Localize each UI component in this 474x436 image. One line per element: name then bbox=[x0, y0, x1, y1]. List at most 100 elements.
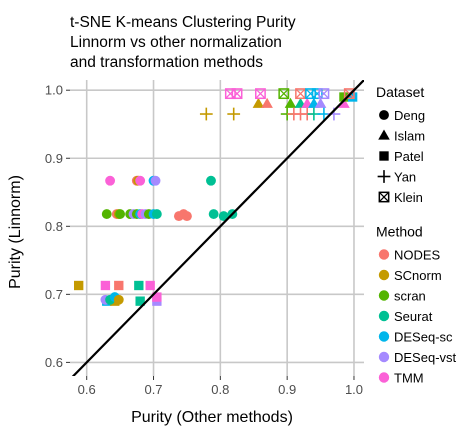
data-point bbox=[284, 97, 297, 108]
marker-circle bbox=[150, 175, 161, 186]
marker-circle bbox=[101, 209, 112, 219]
legend-label-deseq-vst: DESeq-vst bbox=[394, 350, 457, 365]
y-tick-label: 0.8 bbox=[45, 219, 63, 234]
marker-square bbox=[152, 292, 162, 302]
legend-swatch-seurat bbox=[378, 310, 390, 322]
method-legend-title: Method bbox=[376, 224, 423, 240]
legend-swatch-nodes bbox=[378, 249, 390, 260]
data-point bbox=[100, 280, 111, 291]
legend-shape-deng bbox=[379, 110, 389, 120]
legend-label-deseq-sc: DESeq-sc bbox=[394, 330, 453, 345]
marker-triangle bbox=[378, 129, 390, 140]
marker-triangle bbox=[261, 97, 273, 108]
legend-label-deng: Deng bbox=[394, 108, 425, 123]
data-point bbox=[151, 209, 162, 219]
marker-circle bbox=[208, 209, 219, 219]
legend-label-scran: scran bbox=[394, 289, 426, 304]
legend-swatch-tmm bbox=[378, 372, 390, 383]
marker-box bbox=[305, 88, 316, 100]
plot-area: 0.6 0.7 0.8 0.9 1.0 0.6 0.7 0.8 0.9 1.0 bbox=[45, 80, 364, 397]
legend-label-yan: Yan bbox=[394, 170, 416, 185]
marker-circle bbox=[218, 211, 229, 222]
legend: Dataset Deng Islam Patel Yan Klein Method NODES… bbox=[376, 84, 457, 386]
marker-square bbox=[114, 280, 124, 291]
data-point bbox=[261, 97, 273, 108]
marker-square bbox=[100, 280, 111, 291]
marker-box bbox=[255, 88, 266, 100]
title-line-1: t-SNE K-means Clustering Purity bbox=[70, 14, 296, 31]
data-point bbox=[231, 88, 243, 100]
data-point bbox=[150, 175, 161, 186]
legend-shape-patel bbox=[379, 151, 389, 161]
marker-box-diag2 bbox=[378, 191, 390, 203]
data-point bbox=[134, 280, 144, 291]
data-point bbox=[135, 296, 145, 306]
chart-title: t-SNE K-means Clustering Purity Linnorm … bbox=[70, 14, 296, 71]
marker-triangle bbox=[284, 97, 297, 108]
marker-triangle bbox=[252, 97, 265, 108]
data-point bbox=[105, 175, 116, 186]
legend-shape-klein bbox=[378, 191, 390, 203]
data-point bbox=[208, 209, 219, 219]
legend-label-islam: Islam bbox=[394, 129, 425, 144]
data-point bbox=[152, 292, 162, 302]
data-point bbox=[74, 280, 84, 291]
marker-box bbox=[231, 88, 243, 100]
title-line-2: Linnorm vs other normalization bbox=[70, 34, 282, 51]
marker-triangle bbox=[314, 97, 327, 108]
legend-shape-yan bbox=[377, 170, 391, 183]
marker-triangle bbox=[338, 97, 350, 108]
x-axis-title: Purity (Other methods) bbox=[131, 409, 293, 426]
data-point bbox=[338, 97, 350, 108]
x-tick-label: 0.8 bbox=[211, 382, 229, 397]
data-point bbox=[113, 294, 124, 305]
x-tick-label: 0.7 bbox=[144, 382, 162, 397]
marker-box bbox=[311, 88, 323, 100]
data-point bbox=[114, 280, 124, 291]
data-point bbox=[101, 209, 112, 219]
data-point bbox=[227, 107, 241, 121]
data-point bbox=[255, 88, 266, 100]
legend-swatch-scnorm bbox=[378, 269, 390, 281]
marker-box bbox=[278, 88, 290, 100]
data-point bbox=[199, 107, 213, 121]
data-point bbox=[314, 97, 327, 108]
data-point bbox=[135, 175, 146, 186]
marker-circle bbox=[105, 175, 116, 186]
marker-box-diag2 bbox=[231, 88, 243, 99]
legend-label-klein: Klein bbox=[394, 190, 423, 205]
marker-circle bbox=[113, 294, 124, 305]
legend-swatch-deseq-vst bbox=[378, 351, 390, 363]
dataset-legend-title: Dataset bbox=[376, 84, 424, 100]
x-tick-label: 0.6 bbox=[78, 382, 96, 397]
x-tick-label: 1.0 bbox=[345, 382, 363, 397]
data-point bbox=[206, 175, 216, 186]
y-tick-label: 1.0 bbox=[45, 83, 63, 98]
legend-label-nodes: NODES bbox=[394, 248, 441, 263]
marker-square bbox=[135, 296, 145, 306]
data-point bbox=[145, 280, 155, 291]
data-point bbox=[182, 211, 192, 222]
data-point bbox=[218, 211, 229, 222]
title-line-3: and transformation methods bbox=[70, 54, 263, 71]
marker-box bbox=[343, 88, 355, 100]
marker-circle bbox=[206, 175, 216, 186]
marker-circle bbox=[115, 209, 126, 219]
data-point bbox=[115, 209, 126, 219]
marker-box-diag2 bbox=[255, 88, 266, 99]
legend-label-scnorm: SCnorm bbox=[394, 268, 442, 283]
data-points bbox=[74, 88, 358, 306]
marker-circle bbox=[379, 110, 389, 120]
x-tick-label: 0.9 bbox=[278, 382, 296, 397]
marker-circle bbox=[151, 209, 162, 219]
y-axis-title: Purity (Linnorm) bbox=[7, 175, 24, 289]
marker-square bbox=[134, 280, 144, 291]
marker-square bbox=[145, 280, 155, 291]
data-point bbox=[278, 88, 290, 100]
marker-box-diag2 bbox=[318, 88, 330, 99]
legend-swatch-scran bbox=[378, 290, 390, 301]
y-tick-label: 0.6 bbox=[45, 355, 63, 370]
marker-circle bbox=[135, 175, 146, 186]
data-point bbox=[252, 97, 265, 108]
